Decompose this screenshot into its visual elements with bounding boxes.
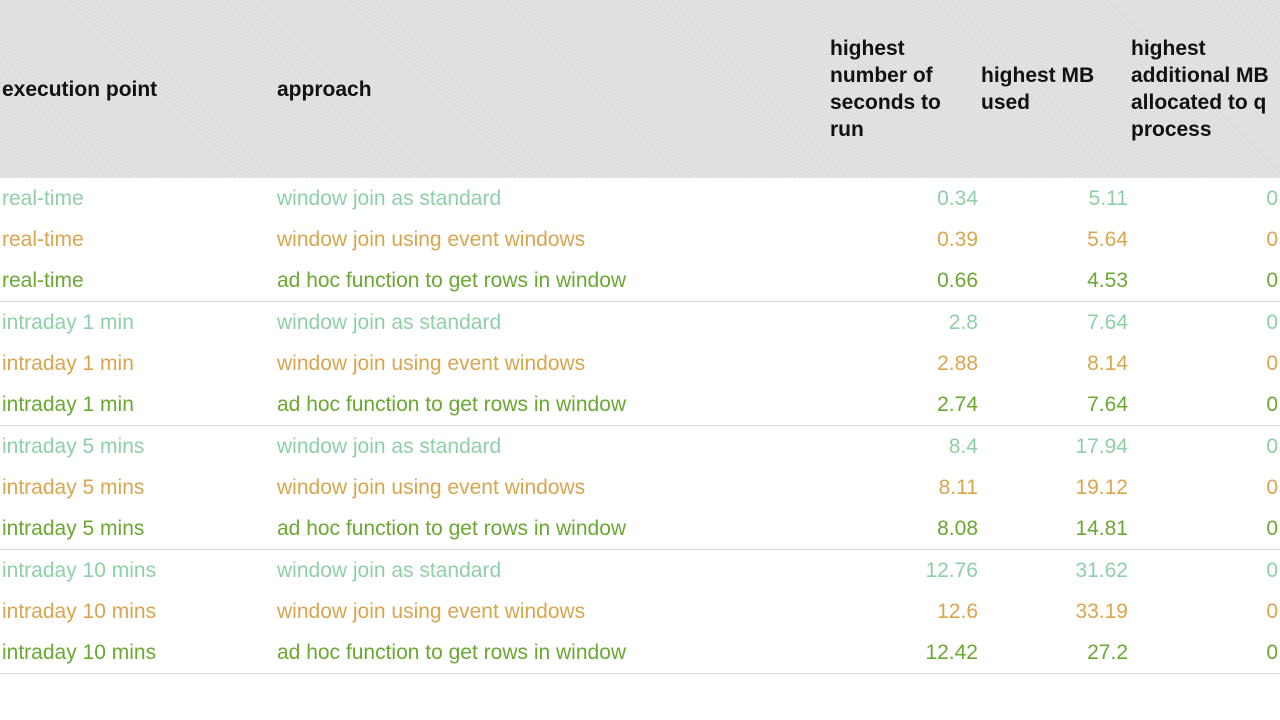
cell-approach: window join as standard [277,434,502,458]
cell-additional-mb: 0 [1266,227,1278,251]
table-body: real-time window join as standard 0.34 5.11… [0,178,1280,674]
table-row: intraday 10 mins window join using event … [0,591,1280,632]
cell-approach: window join using event windows [277,227,586,251]
cell-execution-point: intraday 5 mins [2,516,145,540]
table-row: real-time window join as standard 0.34 5.11… [0,178,1280,219]
row-group: intraday 5 mins window join as standard 8.… [0,426,1280,550]
cell-seconds: 8.4 [948,434,978,458]
cell-approach: window join as standard [277,186,502,210]
cell-execution-point: intraday 1 min [2,310,134,334]
cell-mb-used: 4.53 [1087,268,1128,292]
cell-mb-used: 5.64 [1087,227,1128,251]
table-row: intraday 5 mins window join using event w… [0,467,1280,508]
cell-seconds: 12.76 [925,558,978,582]
cell-seconds: 0.39 [937,227,978,251]
cell-seconds: 2.8 [948,310,978,334]
cell-additional-mb: 0 [1266,599,1278,623]
cell-execution-point: intraday 1 min [2,392,134,416]
cell-mb-used: 14.81 [1075,516,1128,540]
cell-seconds: 2.88 [937,351,978,375]
cell-execution-point: real-time [2,227,84,251]
header-seconds: highest number of seconds to run [830,37,941,141]
cell-approach: window join as standard [277,310,502,334]
cell-mb-used: 8.14 [1087,351,1128,375]
header-execution-point: execution point [2,78,158,101]
cell-approach: window join using event windows [277,475,586,499]
cell-mb-used: 7.64 [1087,392,1128,416]
row-group: intraday 1 min window join as standard 2.8… [0,302,1280,426]
cell-execution-point: intraday 1 min [2,351,134,375]
header-additional-mb: highest additional MB allocated to q pro… [1131,37,1269,141]
cell-approach: window join using event windows [277,599,586,623]
table-row: intraday 1 min ad hoc function to get row… [0,384,1280,425]
cell-mb-used: 7.64 [1087,310,1128,334]
row-group: real-time window join as standard 0.34 5.11… [0,178,1280,302]
cell-additional-mb: 0 [1266,351,1278,375]
cell-execution-point: intraday 10 mins [2,599,157,623]
row-group: intraday 10 mins window join as standard 1… [0,550,1280,674]
table-row: intraday 5 mins ad hoc function to get ro… [0,508,1280,549]
cell-additional-mb: 0 [1266,392,1278,416]
cell-additional-mb: 0 [1266,558,1278,582]
table-row: intraday 1 min window join using event wi… [0,343,1280,384]
table-row: real-time ad hoc function to get rows in … [0,260,1280,301]
cell-additional-mb: 0 [1266,434,1278,458]
cell-approach: window join using event windows [277,351,586,375]
cell-mb-used: 33.19 [1075,599,1128,623]
table-header: execution point approach highest number … [0,0,1280,178]
cell-additional-mb: 0 [1266,310,1278,334]
table-row: real-time window join using event windows… [0,219,1280,260]
results-table: execution point approach highest number … [0,0,1280,674]
cell-additional-mb: 0 [1266,475,1278,499]
cell-mb-used: 31.62 [1075,558,1128,582]
table-row: intraday 10 mins ad hoc function to get r… [0,632,1280,673]
cell-approach: ad hoc function to get rows in window [277,392,627,416]
table-row: intraday 10 mins window join as standard 1… [0,550,1280,591]
cell-seconds: 8.11 [938,475,978,499]
cell-mb-used: 27.2 [1087,640,1128,664]
cell-seconds: 0.66 [937,268,978,292]
cell-seconds: 0.34 [937,186,978,210]
cell-additional-mb: 0 [1266,186,1278,210]
cell-execution-point: real-time [2,186,84,210]
cell-additional-mb: 0 [1266,640,1278,664]
cell-approach: ad hoc function to get rows in window [277,516,627,540]
cell-execution-point: intraday 5 mins [2,434,145,458]
cell-seconds: 12.42 [925,640,978,664]
header-approach: approach [277,78,372,101]
cell-approach: window join as standard [277,558,502,582]
cell-execution-point: intraday 10 mins [2,558,157,582]
cell-additional-mb: 0 [1266,268,1278,292]
cell-mb-used: 17.94 [1075,434,1128,458]
cell-execution-point: intraday 5 mins [2,475,145,499]
cell-seconds: 2.74 [937,392,978,416]
cell-approach: ad hoc function to get rows in window [277,640,627,664]
cell-mb-used: 19.12 [1075,475,1128,499]
cell-seconds: 12.6 [937,599,978,623]
cell-approach: ad hoc function to get rows in window [277,268,627,292]
table-row: intraday 1 min window join as standard 2.8… [0,302,1280,343]
header-mb-used: highest MB used [981,64,1095,114]
cell-execution-point: intraday 10 mins [2,640,157,664]
table-row: intraday 5 mins window join as standard 8.… [0,426,1280,467]
cell-mb-used: 5.11 [1088,186,1128,210]
cell-execution-point: real-time [2,268,84,292]
cell-seconds: 8.08 [937,516,978,540]
cell-additional-mb: 0 [1266,516,1278,540]
